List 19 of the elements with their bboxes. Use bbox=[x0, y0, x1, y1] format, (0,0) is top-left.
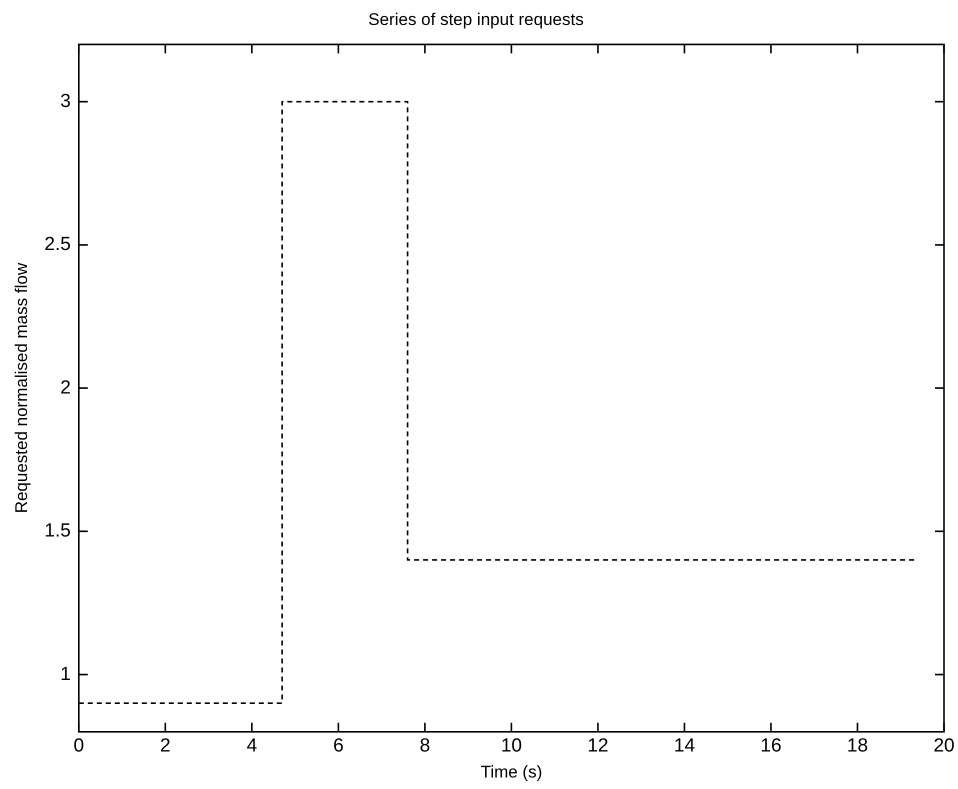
x-tick-label: 14 bbox=[674, 735, 696, 756]
chart-title: Series of step input requests bbox=[368, 10, 584, 29]
y-tick-label: 2 bbox=[60, 377, 71, 398]
y-tick-label: 1.5 bbox=[44, 520, 71, 542]
x-tick-label: 4 bbox=[246, 735, 258, 756]
x-tick-label: 8 bbox=[420, 735, 430, 756]
y-tick-label: 2.5 bbox=[44, 234, 71, 256]
x-axis-title: Time (s) bbox=[480, 762, 542, 782]
x-tick-label: 12 bbox=[587, 735, 608, 756]
y-tick-label: 3 bbox=[60, 90, 71, 112]
x-tick-label: 10 bbox=[500, 735, 522, 756]
x-tick-label: 2 bbox=[160, 735, 171, 756]
x-tick-label: 0 bbox=[74, 735, 84, 756]
x-tick-label: 20 bbox=[933, 735, 955, 756]
x-tick-label: 6 bbox=[333, 735, 344, 756]
x-tick-label: 16 bbox=[760, 735, 782, 756]
y-axis-title: Requested normalised mass flow bbox=[12, 262, 31, 514]
x-tick-label: 18 bbox=[846, 735, 868, 756]
y-tick-label: 1 bbox=[60, 664, 71, 685]
